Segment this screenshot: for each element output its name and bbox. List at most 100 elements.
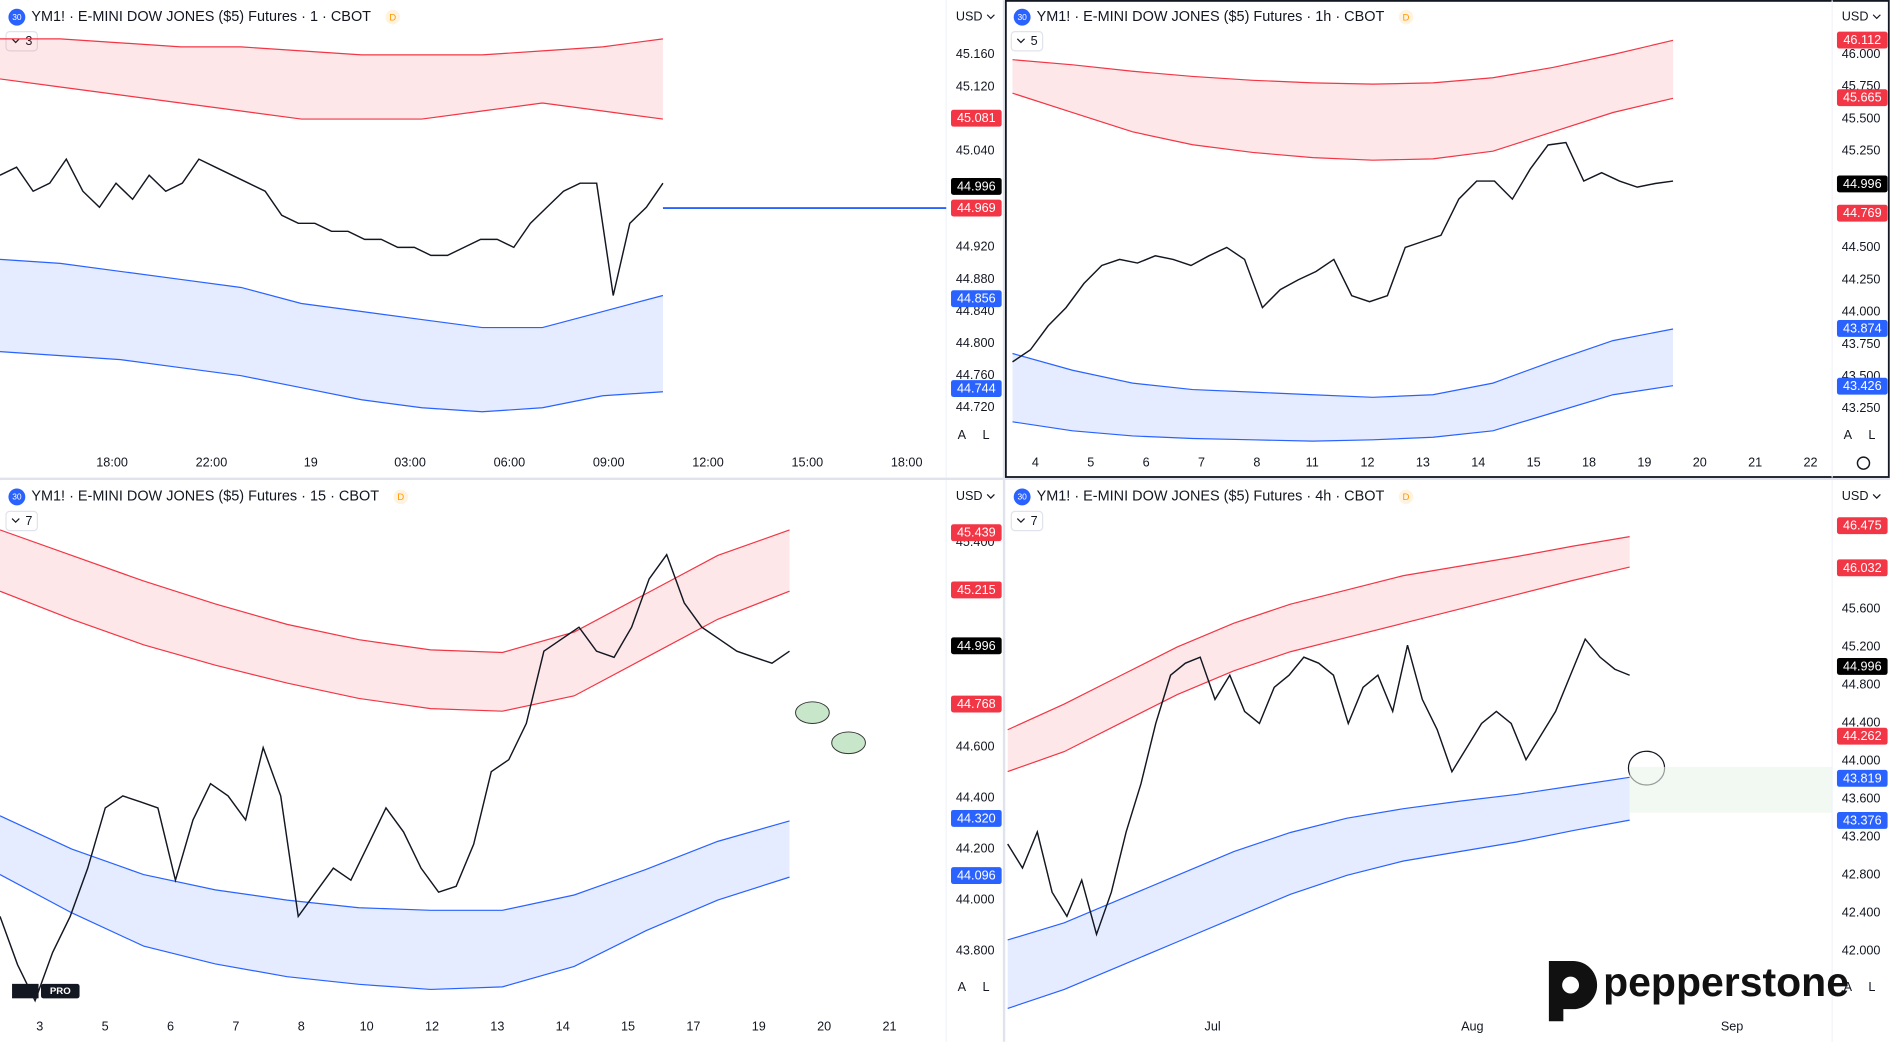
price-label: 44.744	[957, 381, 996, 395]
x-tick-label: 15	[1527, 455, 1541, 469]
symbol-badge-text: 30	[12, 492, 22, 502]
y-tick-label: 44.920	[956, 240, 995, 254]
currency: USD	[956, 489, 983, 503]
symbol-badge-text: 30	[1017, 492, 1027, 502]
y-tick-label: 45.120	[956, 79, 995, 93]
x-tick-label: 21	[1748, 455, 1762, 469]
y-tick-label: 44.880	[956, 272, 995, 286]
x-tick-label: 09:00	[593, 455, 625, 469]
x-tick-label: 19	[752, 1020, 766, 1034]
band-lower	[0, 78, 664, 120]
y-tick-label: 43.800	[956, 943, 995, 957]
data-badge-text: D	[389, 12, 396, 23]
auto-scale-button[interactable]: A	[958, 980, 967, 994]
band-upper	[0, 529, 790, 654]
band-fill	[0, 529, 790, 712]
marker-ellipse	[795, 701, 830, 724]
interval-value: 7	[25, 514, 32, 528]
price-label-box	[1836, 812, 1888, 829]
band-upper	[0, 815, 790, 911]
price-label: 44.856	[957, 292, 996, 306]
x-tick-label: 14	[1471, 455, 1485, 469]
auto-scale-button[interactable]: A	[1844, 428, 1853, 442]
log-scale-button[interactable]: L	[982, 980, 989, 994]
band-lower	[0, 351, 663, 413]
x-tick-label: 8	[298, 1020, 305, 1034]
band-fill	[1007, 536, 1630, 772]
x-tick-label: 12:00	[692, 455, 724, 469]
plot-area	[0, 529, 790, 1003]
price-label: 44.320	[957, 811, 996, 825]
x-tick-label: Aug	[1461, 1020, 1483, 1034]
y-tick-label: 45.160	[956, 47, 995, 61]
band-upper	[1012, 328, 1674, 398]
brand-name: pepperstone	[1603, 959, 1849, 1005]
symbol-badge-text: 30	[12, 12, 22, 22]
band-fill	[0, 38, 663, 120]
x-tick-label: 3	[36, 1020, 43, 1034]
log-scale-button[interactable]: L	[1868, 980, 1875, 994]
y-tick-label: 42.800	[1842, 868, 1881, 882]
data-badge	[393, 489, 409, 505]
price-label-box	[1836, 204, 1888, 222]
y-tick-label: 46.000	[1842, 47, 1881, 61]
tv-pro-badge	[40, 983, 80, 999]
band-upper	[1007, 776, 1630, 941]
log-scale-button[interactable]: L	[982, 428, 989, 442]
price-label-box	[1836, 89, 1888, 107]
price-label: 43.376	[1843, 813, 1882, 827]
price-label-box	[951, 867, 1002, 885]
data-badge-text: D	[1403, 492, 1410, 503]
auto-scale-button[interactable]: A	[1844, 980, 1853, 994]
x-tick-label: 6	[1143, 455, 1150, 469]
price-label-box	[1836, 769, 1888, 787]
y-tick-label: 45.040	[956, 143, 995, 157]
price-label-box	[1836, 377, 1888, 395]
price-label-box	[1836, 517, 1888, 535]
band-fill	[0, 815, 790, 990]
price-label-box	[1836, 559, 1888, 577]
band-upper	[0, 38, 664, 56]
y-tick-label: 44.600	[956, 739, 995, 753]
y-tick-label: 44.200	[956, 841, 995, 855]
x-tick-label: 13	[490, 1020, 504, 1034]
x-tick-label: 06:00	[494, 455, 526, 469]
y-tick-label: 44.800	[1842, 677, 1881, 691]
x-tick-label: 20	[1693, 455, 1707, 469]
brand-logo: pepperstone	[1548, 959, 1849, 1022]
price-label: 44.996	[1843, 659, 1882, 673]
data-badge	[1398, 489, 1414, 505]
price-label: 43.426	[1843, 379, 1882, 393]
y-tick-label: 44.840	[956, 304, 995, 318]
log-scale-button[interactable]: L	[1868, 428, 1875, 442]
interval-value: 3	[25, 34, 32, 48]
y-tick-label: 45.600	[1842, 601, 1881, 615]
y-tick-label: 43.250	[1842, 401, 1881, 415]
x-tick-label: 5	[102, 1020, 109, 1034]
price-label: 46.032	[1843, 561, 1882, 575]
price-label: 44.768	[957, 697, 996, 711]
price-label-box	[951, 637, 1002, 655]
y-tick-label: 43.200	[1842, 830, 1881, 844]
price-label: 44.769	[1843, 206, 1882, 220]
currency-chevron	[1872, 494, 1881, 499]
x-tick-label: 6	[167, 1020, 174, 1034]
price-label: 45.665	[1843, 91, 1882, 105]
price-label: 44.996	[1843, 177, 1882, 191]
price-label-box	[951, 380, 1002, 397]
x-tick-label: 03:00	[394, 455, 426, 469]
x-tick-label: 5	[1087, 455, 1094, 469]
band-lower	[1012, 92, 1674, 161]
price-label-box	[1836, 320, 1888, 337]
data-badge-text: D	[397, 492, 404, 503]
band-upper	[1007, 536, 1630, 731]
price-line	[0, 553, 790, 1003]
x-tick-label: 8	[1253, 455, 1260, 469]
band-lower	[0, 874, 790, 991]
y-tick-label: 44.400	[956, 790, 995, 804]
interval-chevron	[11, 38, 20, 44]
x-tick-label: Sep	[1721, 1020, 1744, 1034]
panel-title: YM1! · E-MINI DOW JONES ($5) Futures · 4…	[1037, 489, 1385, 505]
auto-scale-button[interactable]: A	[958, 428, 967, 442]
x-tick-label: 22	[1803, 455, 1817, 469]
